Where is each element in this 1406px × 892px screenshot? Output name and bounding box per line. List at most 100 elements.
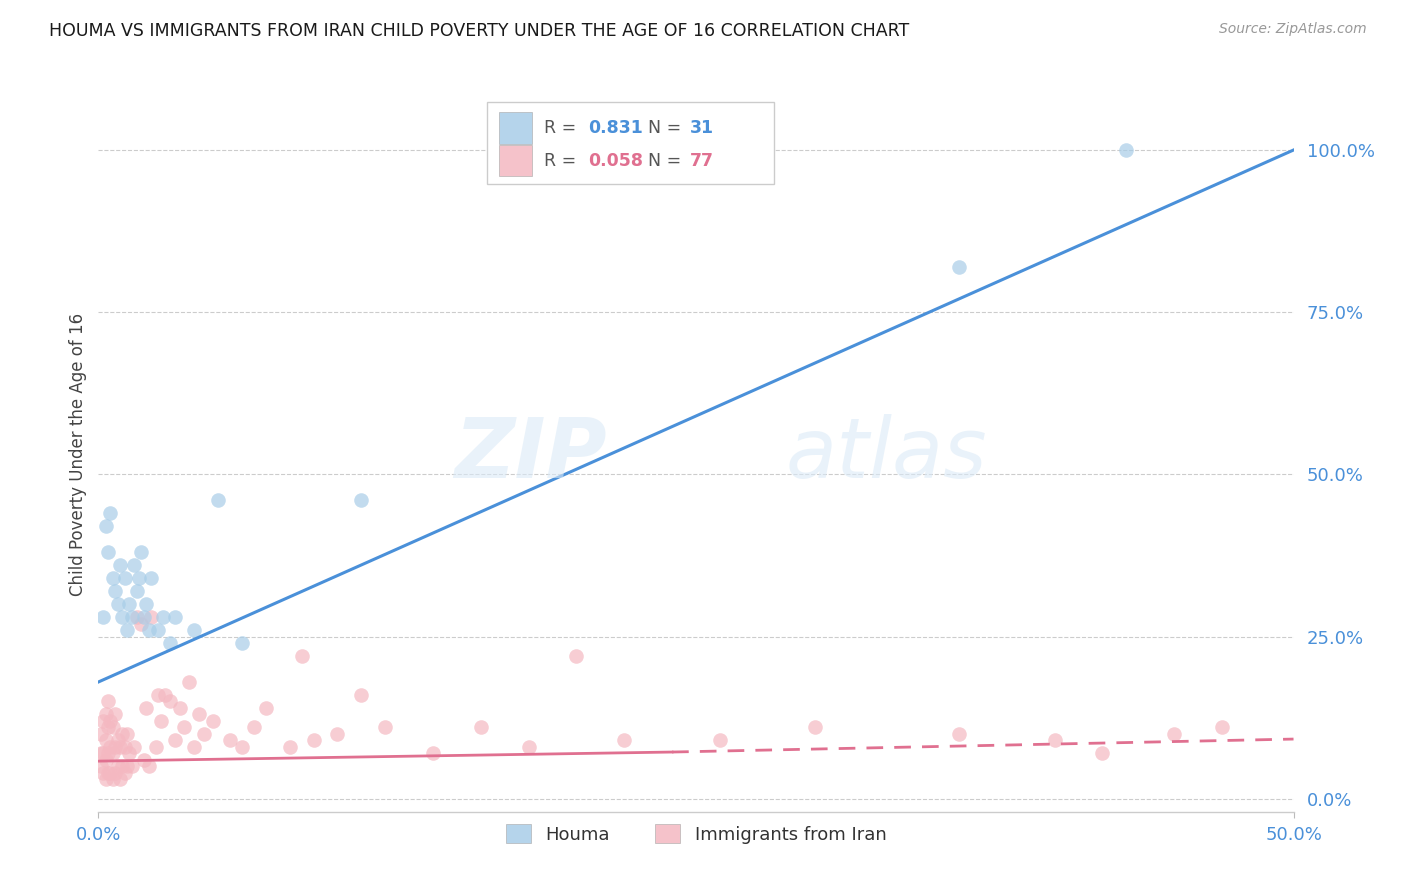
Point: [101, 571, 124, 585]
Point: [101, 720, 124, 734]
Point: [94, 753, 117, 767]
FancyBboxPatch shape: [499, 112, 533, 144]
Point: [108, 739, 131, 754]
Point: [169, 701, 191, 715]
Point: [104, 584, 127, 599]
Point: [302, 733, 325, 747]
Point: [94, 733, 117, 747]
FancyBboxPatch shape: [499, 145, 533, 177]
Point: [179, 675, 201, 690]
Text: R =: R =: [544, 119, 582, 137]
Point: [104, 765, 127, 780]
Point: [91, 714, 114, 728]
Point: [101, 772, 124, 787]
Point: [90, 759, 112, 773]
Point: [98, 714, 122, 728]
Point: [183, 739, 205, 754]
Point: [613, 733, 636, 747]
Point: [159, 636, 181, 650]
Point: [173, 720, 195, 734]
Point: [114, 739, 136, 754]
Point: [1115, 143, 1137, 157]
Text: 31: 31: [690, 119, 714, 137]
Point: [114, 765, 136, 780]
FancyBboxPatch shape: [486, 102, 773, 184]
Point: [139, 610, 162, 624]
Point: [1043, 733, 1066, 747]
Point: [219, 733, 242, 747]
Point: [94, 519, 117, 533]
Point: [104, 707, 127, 722]
Point: [90, 747, 112, 761]
Point: [91, 610, 114, 624]
Text: 0.058: 0.058: [589, 152, 644, 169]
Point: [517, 739, 540, 754]
Point: [193, 727, 215, 741]
Point: [139, 571, 162, 585]
Point: [121, 610, 143, 624]
Point: [115, 727, 138, 741]
Text: 77: 77: [690, 152, 714, 169]
Point: [104, 739, 127, 754]
Point: [350, 493, 373, 508]
Point: [90, 727, 112, 741]
Point: [115, 623, 138, 637]
Point: [207, 493, 229, 508]
Point: [145, 739, 167, 754]
Point: [148, 688, 170, 702]
Point: [97, 720, 120, 734]
Point: [202, 714, 225, 728]
Point: [98, 506, 122, 520]
Point: [804, 720, 827, 734]
Point: [115, 759, 138, 773]
Point: [278, 739, 301, 754]
Point: [155, 688, 177, 702]
Point: [124, 558, 146, 573]
Point: [132, 610, 155, 624]
Point: [243, 720, 266, 734]
Point: [124, 739, 146, 754]
Point: [111, 727, 134, 741]
Y-axis label: Child Poverty Under the Age of 16: Child Poverty Under the Age of 16: [69, 313, 87, 597]
Point: [138, 623, 160, 637]
Point: [1163, 727, 1185, 741]
Point: [131, 545, 153, 559]
Point: [108, 558, 131, 573]
Point: [97, 747, 120, 761]
Point: [107, 733, 129, 747]
Point: [254, 701, 277, 715]
Point: [118, 597, 141, 611]
Point: [121, 759, 143, 773]
Text: atlas: atlas: [786, 415, 987, 495]
Point: [101, 747, 124, 761]
Point: [948, 727, 970, 741]
Point: [125, 584, 148, 599]
Point: [114, 571, 136, 585]
Point: [350, 688, 373, 702]
Point: [118, 747, 141, 761]
Point: [138, 759, 160, 773]
Point: [709, 733, 731, 747]
Text: R =: R =: [544, 152, 582, 169]
Point: [374, 720, 396, 734]
Point: [98, 765, 122, 780]
Point: [97, 765, 120, 780]
Point: [163, 610, 186, 624]
Point: [1091, 747, 1114, 761]
Point: [135, 597, 157, 611]
Point: [91, 765, 114, 780]
Point: [159, 694, 181, 708]
Point: [163, 733, 186, 747]
Text: ZIP: ZIP: [454, 415, 606, 495]
Point: [94, 772, 117, 787]
Text: N =: N =: [648, 152, 688, 169]
Point: [183, 623, 205, 637]
Point: [422, 747, 444, 761]
Point: [98, 739, 122, 754]
Point: [1211, 720, 1233, 734]
Text: 0.831: 0.831: [589, 119, 644, 137]
Point: [111, 759, 134, 773]
Point: [135, 701, 157, 715]
Point: [187, 707, 209, 722]
Legend: Houma, Immigrants from Iran: Houma, Immigrants from Iran: [496, 815, 896, 853]
